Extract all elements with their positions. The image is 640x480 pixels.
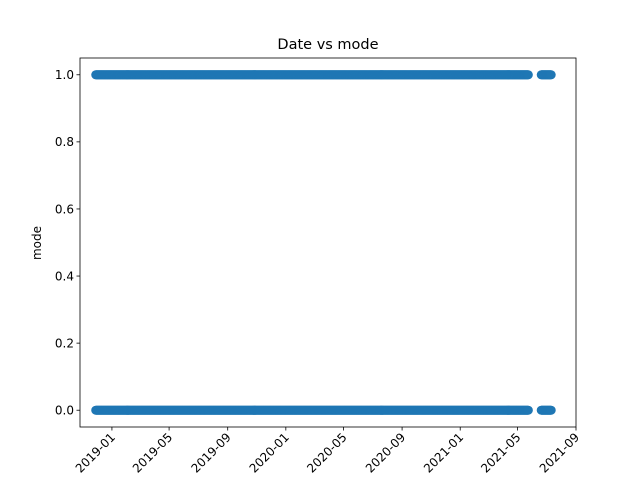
data-point (546, 70, 556, 80)
chart-title: Date vs mode (277, 37, 378, 53)
y-tick-label: 0.4 (55, 269, 74, 283)
y-tick-label: 1.0 (55, 68, 74, 82)
data-point (546, 405, 556, 415)
plot-frame (79, 57, 577, 428)
y-tick-label: 0.6 (55, 202, 74, 216)
y-tick-label: 0.8 (55, 135, 74, 149)
y-tick-label: 0.0 (55, 404, 74, 418)
y-axis-label: mode (30, 226, 44, 260)
data-point (523, 70, 533, 80)
data-points-layer (91, 70, 556, 415)
y-tick-label: 0.2 (55, 336, 74, 350)
data-point (523, 405, 533, 415)
